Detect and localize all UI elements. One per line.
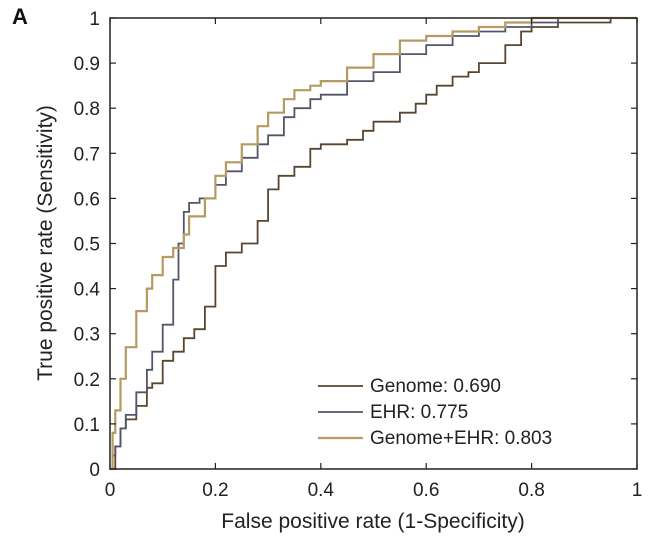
y-tick-label: 1 bbox=[89, 9, 100, 30]
legend-entry: EHR: 0.775 bbox=[370, 402, 468, 423]
y-axis: 0 0.1 0.2 0.3 0.4 0.5 0.6 0.7 0.8 0.9 1 bbox=[74, 9, 637, 481]
y-tick-label: 0.1 bbox=[74, 415, 100, 436]
x-tick-label: 0.8 bbox=[518, 480, 544, 501]
y-tick-label: 0 bbox=[89, 460, 100, 481]
y-tick-label: 0.4 bbox=[74, 280, 101, 301]
y-axis-label: True positive rate (Sensitivity) bbox=[34, 105, 57, 381]
plot-area bbox=[110, 16, 637, 471]
y-tick-label: 0.5 bbox=[74, 235, 100, 256]
y-tick-label: 0.8 bbox=[74, 99, 100, 120]
y-tick-label: 0.2 bbox=[74, 370, 100, 391]
y-tick-label: 0.6 bbox=[74, 189, 100, 210]
series-line-0 bbox=[110, 17, 637, 470]
x-axis-label: False positive rate (1-Specificity) bbox=[221, 510, 524, 533]
x-tick-label: 0.2 bbox=[202, 480, 228, 501]
y-tick-label: 0.7 bbox=[74, 144, 100, 165]
series-line-2 bbox=[110, 16, 637, 471]
legend-entry: Genome: 0.690 bbox=[370, 376, 501, 397]
x-tick-label: 0.6 bbox=[413, 480, 439, 501]
legend: Genome: 0.690 EHR: 0.775 Genome+EHR: 0.803 bbox=[318, 376, 552, 449]
x-tick-label: 1 bbox=[632, 480, 643, 501]
x-axis: 0 0.2 0.4 0.6 0.8 1 bbox=[105, 18, 643, 501]
legend-entry: Genome+EHR: 0.803 bbox=[370, 428, 552, 449]
y-tick-label: 0.3 bbox=[74, 325, 100, 346]
panel-label: A bbox=[12, 4, 28, 29]
x-tick-label: 0 bbox=[105, 480, 116, 501]
x-tick-label: 0.4 bbox=[308, 480, 335, 501]
y-tick-label: 0.9 bbox=[74, 54, 100, 75]
